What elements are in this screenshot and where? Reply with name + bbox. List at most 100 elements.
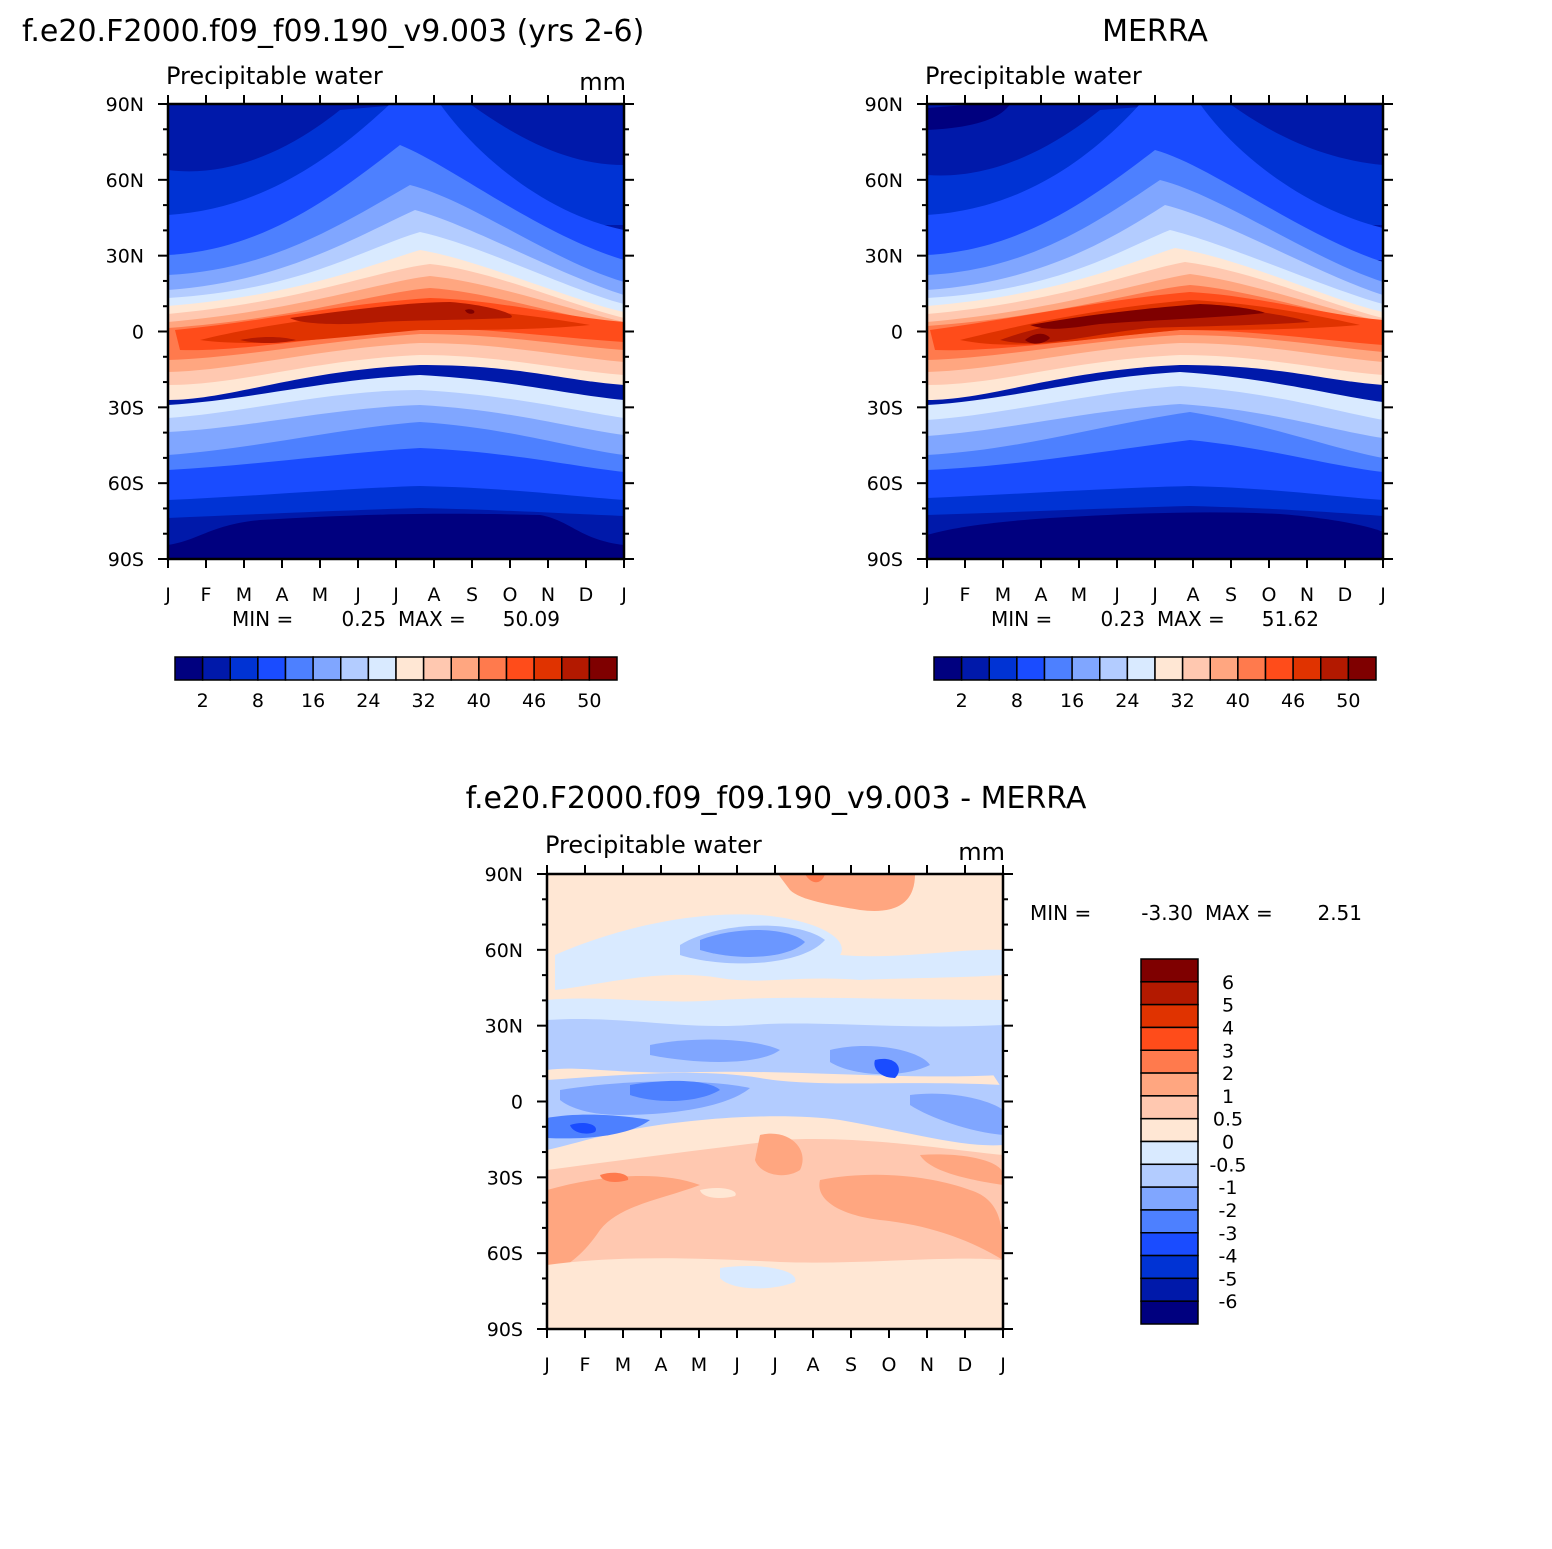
model-units: mm [579, 68, 626, 96]
diff-max-value: 2.51 [1317, 901, 1362, 925]
diff-colorbar-box [1140, 1254, 1199, 1280]
obs-xtick-label: A [1035, 584, 1048, 606]
obs-colorbar-box [1181, 656, 1211, 681]
obs-xtick-label: D [1338, 584, 1353, 606]
diff-min-label: MIN = [1030, 901, 1091, 925]
diff-ytick-label: 30N [485, 1016, 523, 1038]
diff-colorbar-label: -5 [1219, 1268, 1238, 1290]
model-xtick-label: M [236, 584, 252, 606]
obs-colorbar-box [1016, 656, 1046, 681]
obs-xtick-label: A [1187, 584, 1200, 606]
obs-xtick-label: O [1262, 584, 1277, 606]
diff-ytick-label: 0 [511, 1092, 523, 1114]
diff-colorbar-label: 5 [1222, 995, 1234, 1017]
model-colorbar-box [257, 656, 287, 681]
diff-colorbar-box [1140, 1232, 1199, 1257]
obs-colorbar-label: 50 [1336, 690, 1360, 712]
diff-colorbar-label: -1 [1219, 1177, 1238, 1199]
model-colorbar-label: 24 [356, 690, 380, 712]
diff-xtick-label: A [655, 1354, 668, 1376]
diff-colorbar-box [1140, 1277, 1199, 1302]
diff-xtick-label: S [845, 1354, 857, 1376]
diff-ytick-label: 90S [487, 1319, 523, 1341]
obs-colorbar-label: 46 [1281, 690, 1305, 712]
diff-colorbar-box [1140, 981, 1199, 1006]
model-xtick-label: F [201, 584, 212, 606]
model-stats: MIN = 0.25 MAX = 50.09 [232, 607, 560, 631]
diff-colorbar-box [1140, 1003, 1199, 1029]
diff-panel-title: f.e20.F2000.f09_f09.190_v9.003 - MERRA [466, 781, 1087, 816]
obs-colorbar-label: 40 [1226, 690, 1250, 712]
obs-colorbar-box [1099, 656, 1129, 681]
obs-xtick-label: J [1113, 584, 1120, 606]
diff-colorbar-box [1140, 1300, 1199, 1325]
obs-xtick-label: F [960, 584, 971, 606]
obs-colorbar: 2 8 16 24 32 40 46 50 [933, 656, 1377, 712]
diff-colorbar-label: -4 [1219, 1246, 1238, 1268]
diff-colorbar-label: 1 [1222, 1086, 1234, 1108]
model-colorbar-box [312, 656, 342, 681]
obs-xtick-label: J [923, 584, 930, 606]
diff-xtick-label: J [733, 1354, 740, 1376]
obs-xtick-label: J [1151, 584, 1158, 606]
obs-min-value: 0.23 [1100, 607, 1145, 631]
obs-colorbar-box [1292, 656, 1322, 681]
model-contour-field [168, 104, 624, 559]
diff-colorbar-label: 3 [1222, 1040, 1234, 1062]
obs-colorbar-box [960, 656, 990, 681]
obs-max-value: 51.62 [1262, 607, 1319, 631]
obs-subtitle: Precipitable water [925, 62, 1142, 90]
diff-units: mm [958, 838, 1005, 866]
diff-colorbar-label: -2 [1219, 1200, 1238, 1222]
model-panel-title: f.e20.F2000.f09_f09.190_v9.003 (yrs 2-6) [22, 14, 644, 49]
model-colorbar-box [450, 656, 480, 681]
model-xtick-label: M [312, 584, 328, 606]
diff-axes: 90N 60N 30N 0 30S 60S 90S J F M A M J J A S O N D J [485, 864, 1013, 1376]
diff-xtick-label: J [771, 1354, 778, 1376]
model-min-value: 0.25 [341, 607, 386, 631]
diff-colorbar-box [1140, 1186, 1199, 1211]
model-min-label: MIN = [232, 607, 293, 631]
model-max-value: 50.09 [503, 607, 560, 631]
model-xtick-label: A [276, 584, 289, 606]
diff-ytick-label: 60N [485, 940, 523, 962]
diff-colorbar-box [1140, 1209, 1199, 1234]
model-colorbar-label: 8 [252, 690, 264, 712]
obs-xtick-label: M [995, 584, 1011, 606]
diff-colorbar-label: 0.5 [1213, 1109, 1243, 1131]
obs-colorbar-box [988, 656, 1018, 681]
model-xtick-label: J [164, 584, 171, 606]
obs-xtick-label: S [1225, 584, 1237, 606]
diff-colorbar-label: -6 [1219, 1291, 1238, 1313]
model-colorbar-label: 16 [301, 690, 325, 712]
diff-ytick-label: 60S [487, 1243, 523, 1265]
model-ytick-label: 60N [106, 170, 144, 192]
obs-contour-field [927, 104, 1383, 559]
obs-xtick-label: J [1379, 584, 1386, 606]
diff-colorbar-label: 0 [1222, 1132, 1234, 1154]
obs-ytick-label: 60N [865, 170, 903, 192]
obs-colorbar-box [1126, 656, 1156, 681]
model-colorbar-box [201, 656, 231, 681]
obs-colorbar-box [933, 656, 963, 681]
obs-ytick-label: 60S [867, 473, 903, 495]
diff-colorbar-box [1140, 1163, 1199, 1188]
model-colorbar-box [422, 656, 452, 681]
diff-xtick-label: M [615, 1354, 631, 1376]
model-colorbar-label: 46 [522, 690, 546, 712]
obs-colorbar-label: 2 [956, 690, 968, 712]
obs-ytick-label: 30S [867, 397, 903, 419]
obs-colorbar-box [1320, 656, 1350, 681]
diff-xtick-label: M [691, 1354, 707, 1376]
obs-panel-title: MERRA [1102, 14, 1208, 49]
model-colorbar-label: 50 [577, 690, 601, 712]
model-colorbar-label: 2 [197, 690, 209, 712]
obs-xtick-label: N [1300, 584, 1314, 606]
obs-colorbar-box [1154, 656, 1184, 681]
diff-colorbar-box [1140, 1095, 1199, 1120]
model-colorbar-box [561, 656, 591, 681]
diff-xtick-label: N [920, 1354, 934, 1376]
model-xtick-label: N [541, 584, 555, 606]
